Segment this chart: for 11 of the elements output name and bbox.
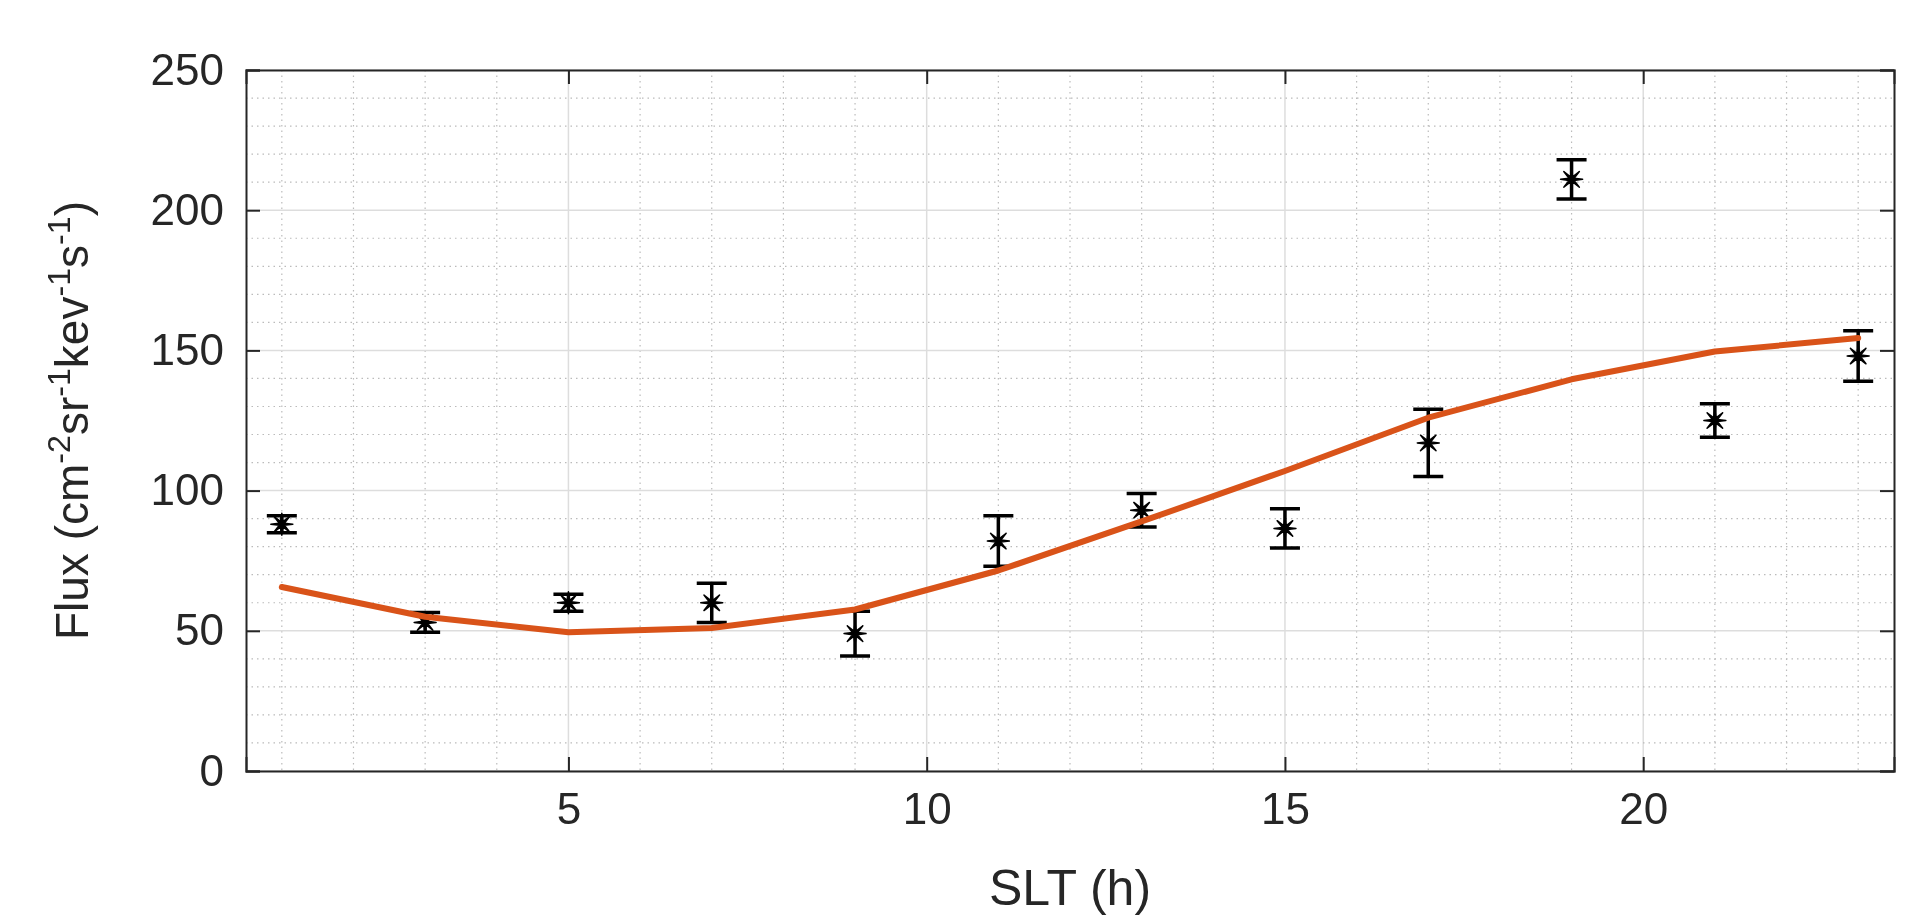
x-axis-title: SLT (h) bbox=[988, 860, 1152, 916]
y-tick-label: 250 bbox=[150, 44, 224, 94]
x-tick-label: 15 bbox=[1260, 784, 1310, 834]
x-tick-label: 10 bbox=[902, 784, 952, 834]
y-tick-label: 50 bbox=[175, 605, 224, 655]
y-tick-label: 0 bbox=[199, 745, 224, 795]
y-tick-label: 100 bbox=[150, 465, 224, 515]
y-tick-label: 150 bbox=[150, 324, 224, 374]
y-tick-label: 200 bbox=[150, 184, 224, 234]
x-tick-label: 20 bbox=[1619, 784, 1669, 834]
x-tick-label: 5 bbox=[556, 784, 582, 834]
